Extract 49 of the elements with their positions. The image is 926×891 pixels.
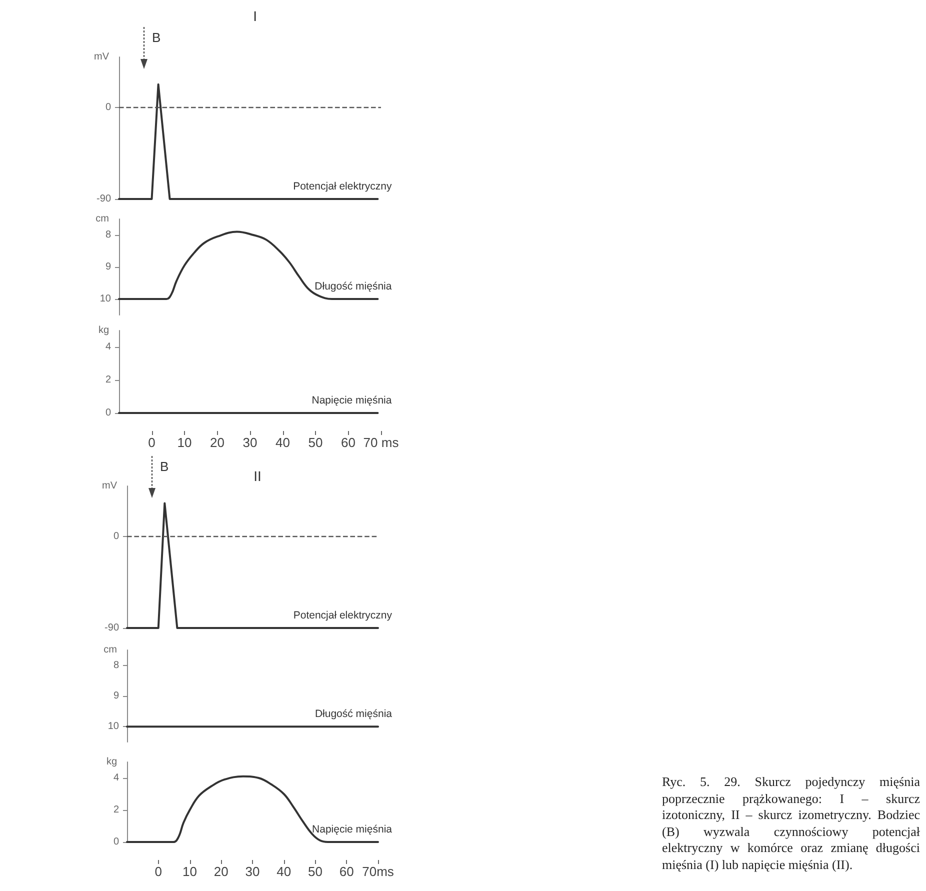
y-axis-title: mV xyxy=(94,52,110,62)
y-tick-label: 0 xyxy=(105,102,112,114)
x-tick-label: 30 xyxy=(245,864,260,879)
x-tick-label: 70ms xyxy=(362,864,394,879)
y-tick-label: -90 xyxy=(104,622,120,634)
x-tick-label: 60 xyxy=(341,435,356,450)
x-tick-label: 70 ms xyxy=(363,435,400,450)
series-label: Długość mięśnia xyxy=(314,708,392,720)
y-tick-label: 0 xyxy=(113,531,120,542)
y-axis-title: cm xyxy=(104,644,117,656)
series-label: Potencjał elektryczny xyxy=(293,610,393,622)
y-axis-title: mV xyxy=(102,480,118,492)
x-tick-label: 50 xyxy=(308,435,323,450)
x-tick-label: 20 xyxy=(210,435,224,450)
x-tick-label: 60 xyxy=(339,864,354,879)
y-tick-label: 10 xyxy=(108,721,120,732)
y-tick-label: 4 xyxy=(113,772,120,784)
y-tick-label: 8 xyxy=(105,230,112,240)
x-tick-label: 50 xyxy=(308,864,322,879)
series-label: Długość mięśnia xyxy=(314,280,392,292)
y-tick-label: 2 xyxy=(113,804,120,816)
y-tick-label: 9 xyxy=(113,690,120,702)
x-tick-label: 0 xyxy=(154,864,162,879)
y-tick-label: 2 xyxy=(105,374,112,386)
series-label: Napięcie mięśnia xyxy=(312,394,392,406)
x-tick-label: 10 xyxy=(182,864,197,879)
series-label: Napięcie mięśnia xyxy=(312,824,392,836)
y-axis-title: kg xyxy=(98,325,109,336)
y-tick-label: 0 xyxy=(113,836,120,848)
y-tick-label: 0 xyxy=(105,408,112,418)
series-label: Potencjał elektryczny xyxy=(293,180,392,192)
text: B xyxy=(152,30,161,45)
x-tick-label: 30 xyxy=(242,435,258,450)
text: B xyxy=(160,459,169,474)
x-tick-label: 10 xyxy=(177,435,192,450)
y-axis-title: kg xyxy=(106,756,117,768)
y-tick-label: 8 xyxy=(113,660,120,671)
text: Ryc. 5. 29. Skurcz pojedynczy mięśnia poprzecznie prążkowanego: I – skurcz izotoniczny, II – skurcz izometryczny. Bodziec (B) wyzwala czynnościowy potencjał elektryczny w komórce oraz zmianę długości mięśnia (I) lub napięcie mięśnia (II). xyxy=(662,774,920,874)
y-tick-label: 9 xyxy=(105,262,112,272)
x-tick-label: 40 xyxy=(276,864,292,879)
y-tick-label: -90 xyxy=(96,194,112,204)
x-tick-label: 0 xyxy=(148,435,156,450)
y-axis-title: cm xyxy=(96,214,109,224)
y-tick-label: 10 xyxy=(100,294,112,304)
chart-title: I xyxy=(253,8,257,24)
y-tick-label: 4 xyxy=(105,342,112,352)
chart-title: II xyxy=(254,468,262,484)
x-tick-label: 40 xyxy=(276,435,290,450)
x-tick-label: 20 xyxy=(214,864,228,879)
